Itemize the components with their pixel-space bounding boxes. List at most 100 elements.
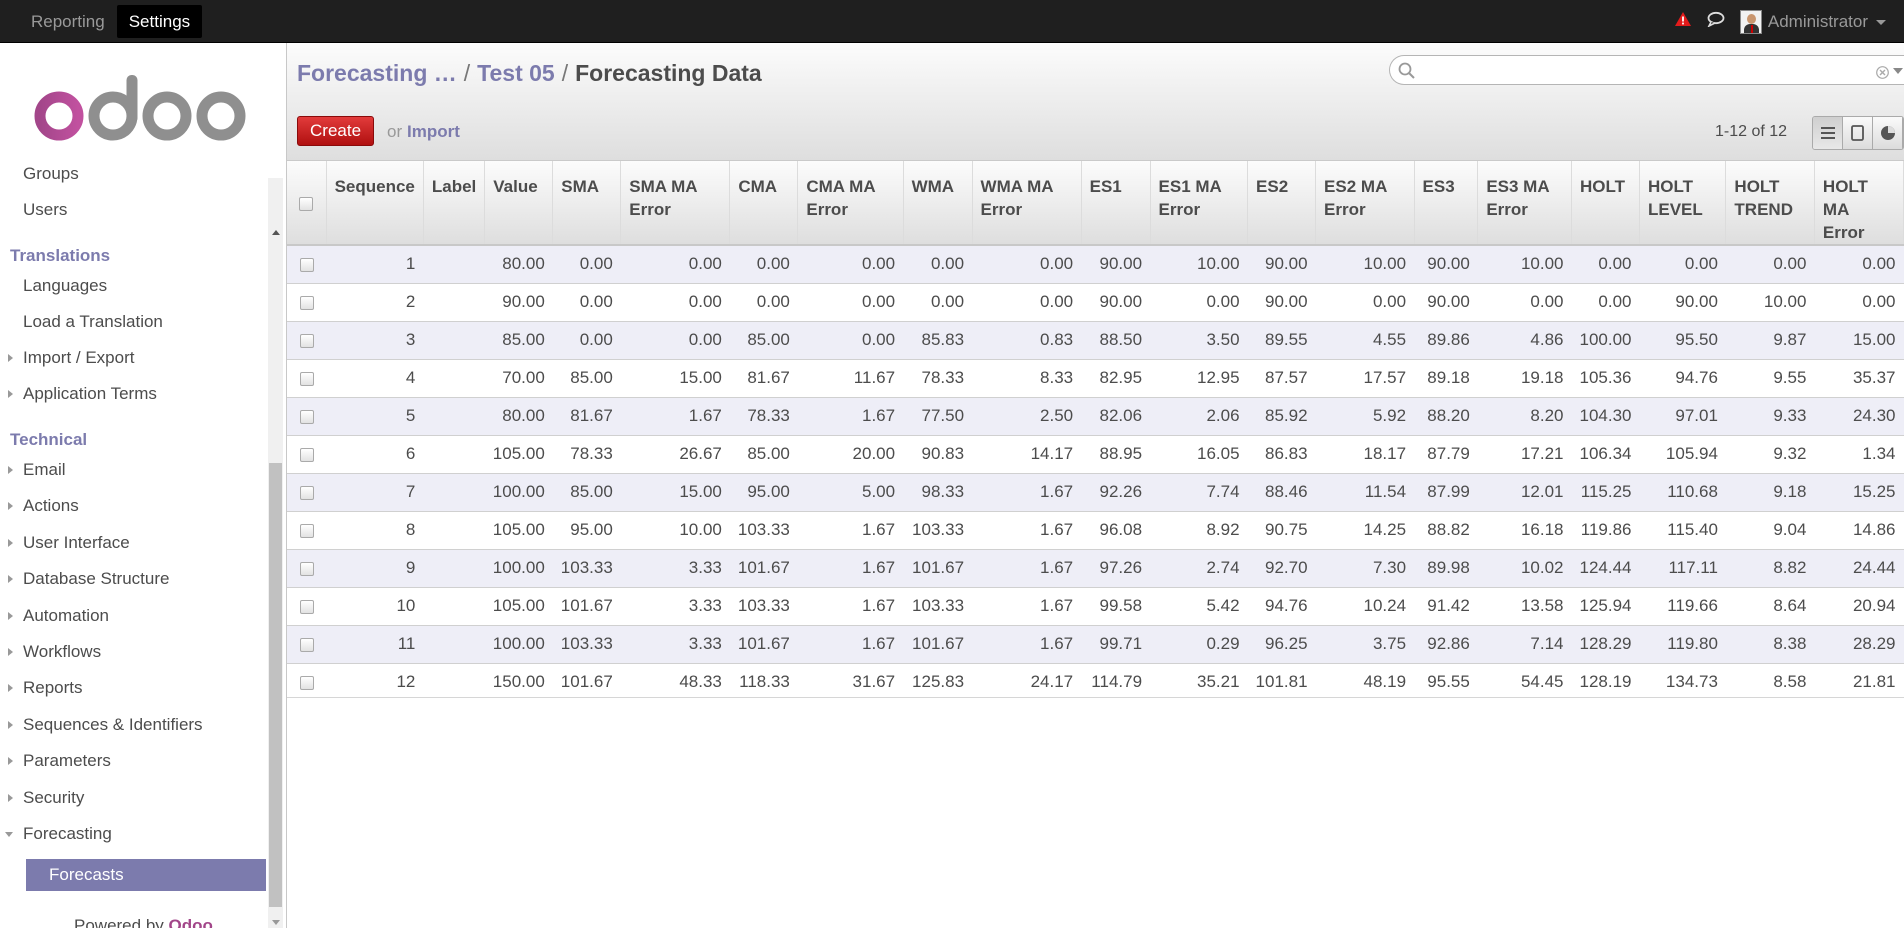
pager-value[interactable]: 1-12 of 12: [1715, 123, 1787, 141]
table-cell[interactable]: 7.14: [1478, 625, 1572, 663]
table-cell[interactable]: 95.55: [1414, 663, 1478, 698]
table-cell[interactable]: [423, 245, 484, 283]
sidebar-item-workflows[interactable]: Workflows: [0, 637, 268, 667]
sidebar-item-parameters[interactable]: Parameters: [0, 746, 268, 776]
table-cell[interactable]: [423, 587, 484, 625]
table-cell[interactable]: 0.00: [972, 245, 1081, 283]
column-header[interactable]: HOLT TREND: [1726, 161, 1815, 245]
table-cell[interactable]: 100.00: [1571, 321, 1639, 359]
table-cell[interactable]: 0.00: [1814, 283, 1903, 321]
table-cell[interactable]: 0.00: [730, 283, 798, 321]
table-cell[interactable]: 100.00: [485, 473, 553, 511]
table-cell[interactable]: 0.00: [972, 283, 1081, 321]
table-cell[interactable]: 13.58: [1478, 587, 1572, 625]
table-row[interactable]: 1 80.00 0.00 0.00 0.00 0.00 0.00 0.00 90.00 10.00…: [287, 245, 1904, 283]
table-cell[interactable]: 110.68: [1639, 473, 1725, 511]
table-cell[interactable]: 1.67: [972, 625, 1081, 663]
table-cell[interactable]: 10.00: [1316, 245, 1414, 283]
table-cell[interactable]: 85.92: [1248, 397, 1316, 435]
table-cell[interactable]: 10: [326, 587, 423, 625]
table-cell[interactable]: 0.00: [1150, 283, 1248, 321]
table-cell[interactable]: 15.00: [621, 473, 730, 511]
table-cell[interactable]: 0.00: [621, 321, 730, 359]
table-cell[interactable]: 98.33: [903, 473, 972, 511]
table-cell[interactable]: 119.80: [1639, 625, 1725, 663]
column-header[interactable]: ES3: [1414, 161, 1478, 245]
chat-icon[interactable]: [1706, 11, 1726, 32]
row-checkbox[interactable]: [300, 600, 314, 614]
table-cell[interactable]: 1.67: [798, 587, 903, 625]
table-cell[interactable]: 0.00: [1316, 283, 1414, 321]
row-checkbox[interactable]: [300, 524, 314, 538]
table-cell[interactable]: 0.00: [1571, 245, 1639, 283]
table-cell[interactable]: 1.67: [972, 511, 1081, 549]
column-header[interactable]: CMA MA Error: [798, 161, 903, 245]
table-cell[interactable]: 5: [326, 397, 423, 435]
table-cell[interactable]: 0.00: [903, 283, 972, 321]
table-cell[interactable]: 78.33: [903, 359, 972, 397]
table-cell[interactable]: 16.05: [1150, 435, 1248, 473]
table-cell[interactable]: 85.00: [553, 359, 621, 397]
table-row[interactable]: 10 105.00 101.67 3.33 103.33 1.67 103.33 1.67 99…: [287, 587, 1904, 625]
table-cell[interactable]: 90.00: [485, 283, 553, 321]
table-cell[interactable]: 48.19: [1316, 663, 1414, 698]
table-cell[interactable]: 0.00: [1571, 283, 1639, 321]
table-cell[interactable]: 54.45: [1478, 663, 1572, 698]
table-cell[interactable]: 1.67: [972, 473, 1081, 511]
table-cell[interactable]: 2: [326, 283, 423, 321]
table-cell[interactable]: 8.33: [972, 359, 1081, 397]
table-cell[interactable]: 1.67: [798, 549, 903, 587]
table-cell[interactable]: 105.00: [485, 435, 553, 473]
menu-settings[interactable]: Settings: [117, 5, 202, 38]
table-cell[interactable]: 14.25: [1316, 511, 1414, 549]
column-header[interactable]: ES3 MA Error: [1478, 161, 1572, 245]
table-cell[interactable]: [423, 625, 484, 663]
table-cell[interactable]: 124.44: [1571, 549, 1639, 587]
table-cell[interactable]: 0.00: [798, 283, 903, 321]
table-cell[interactable]: 125.83: [903, 663, 972, 698]
table-cell[interactable]: 4.55: [1316, 321, 1414, 359]
table-cell[interactable]: 17.21: [1478, 435, 1572, 473]
table-cell[interactable]: 0.00: [1639, 245, 1725, 283]
column-header[interactable]: HOLT: [1571, 161, 1639, 245]
table-cell[interactable]: 88.50: [1081, 321, 1150, 359]
select-all-checkbox[interactable]: [299, 197, 313, 211]
row-checkbox[interactable]: [300, 258, 314, 272]
table-cell[interactable]: 85.00: [730, 321, 798, 359]
table-row[interactable]: 9 100.00 103.33 3.33 101.67 1.67 101.67 1.67 97.…: [287, 549, 1904, 587]
table-cell[interactable]: 2.06: [1150, 397, 1248, 435]
table-cell[interactable]: 7.30: [1316, 549, 1414, 587]
table-cell[interactable]: 9.87: [1726, 321, 1815, 359]
column-header[interactable]: CMA: [730, 161, 798, 245]
table-cell[interactable]: 1.67: [798, 397, 903, 435]
table-cell[interactable]: 28.29: [1814, 625, 1903, 663]
sidebar-item-groups[interactable]: Groups: [0, 165, 268, 189]
table-cell[interactable]: 20.00: [798, 435, 903, 473]
row-checkbox[interactable]: [300, 448, 314, 462]
sidebar-item-actions[interactable]: Actions: [0, 491, 268, 521]
table-cell[interactable]: 80.00: [485, 397, 553, 435]
table-cell[interactable]: 88.95: [1081, 435, 1150, 473]
table-cell[interactable]: 17.57: [1316, 359, 1414, 397]
table-cell[interactable]: 26.67: [621, 435, 730, 473]
sidebar-item-languages[interactable]: Languages: [0, 271, 268, 301]
table-cell[interactable]: 1.67: [972, 587, 1081, 625]
table-cell[interactable]: 94.76: [1248, 587, 1316, 625]
table-cell[interactable]: 90.00: [1414, 283, 1478, 321]
table-cell[interactable]: 95.00: [730, 473, 798, 511]
table-cell[interactable]: 85.00: [553, 473, 621, 511]
table-cell[interactable]: 9.04: [1726, 511, 1815, 549]
column-header[interactable]: Sequence: [326, 161, 423, 245]
table-cell[interactable]: 90.00: [1639, 283, 1725, 321]
table-cell[interactable]: 18.17: [1316, 435, 1414, 473]
table-cell[interactable]: [423, 397, 484, 435]
table-cell[interactable]: 78.33: [730, 397, 798, 435]
table-cell[interactable]: 8.64: [1726, 587, 1815, 625]
search-options-icon[interactable]: [1893, 68, 1903, 74]
table-cell[interactable]: 19.18: [1478, 359, 1572, 397]
table-cell[interactable]: 125.94: [1571, 587, 1639, 625]
table-cell[interactable]: 0.00: [730, 245, 798, 283]
table-cell[interactable]: 85.83: [903, 321, 972, 359]
table-cell[interactable]: 7: [326, 473, 423, 511]
column-header[interactable]: ES2 MA Error: [1316, 161, 1414, 245]
